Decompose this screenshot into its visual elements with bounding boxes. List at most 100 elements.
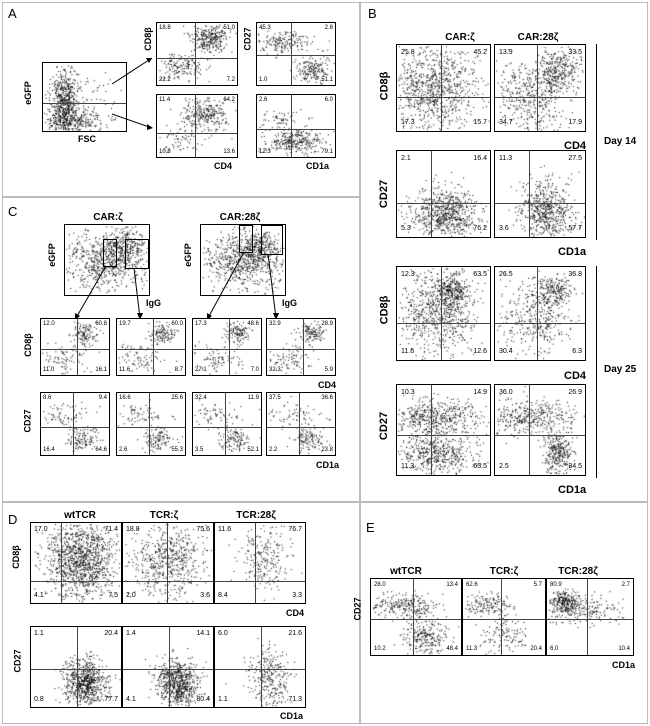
- quadrant-value: 8.7: [174, 367, 183, 373]
- day-14-bracket: [596, 44, 597, 240]
- quadrant-value: 12.3: [259, 149, 271, 155]
- panel-c-row-xlabel: CD4: [318, 380, 337, 390]
- panel-d-plot: 11.6 76.7 8.4 3.3: [214, 522, 306, 604]
- panel-d-col-title: TCR:28ζ: [236, 510, 276, 521]
- panel-d-plot: 18.8 75.6 2.0 3.6: [122, 522, 214, 604]
- scatter-texture: [495, 267, 585, 360]
- panel-c-plot: 32.4 11.9 3.5 52.1: [192, 392, 262, 456]
- panel-b-ylabel: CD8β: [378, 71, 391, 101]
- quadrant-value: 7.2: [226, 77, 235, 83]
- quadrant-value: 14.9: [473, 389, 487, 396]
- panel-a-source-xlabel: FSC: [78, 134, 96, 144]
- scatter-texture: [193, 393, 261, 455]
- scatter-texture: [123, 627, 213, 707]
- quadrant-value: 1.0: [259, 77, 268, 83]
- quadrant-value: 19.7: [119, 321, 131, 327]
- quadrant-value: 17.9: [568, 119, 582, 126]
- quadrant-value: 3.3: [292, 592, 302, 599]
- quadrant-value: 77.7: [104, 696, 118, 703]
- quadrant-value: 76.2: [473, 225, 487, 232]
- panel-a-ylabel-cd8: CD8β: [142, 27, 153, 51]
- quadrant-value: 20.4: [530, 646, 542, 652]
- panel-b-plot: 26.5 36.8 30.4 6.3: [494, 266, 586, 361]
- panel-d-ylabel: CD27: [12, 649, 23, 673]
- panel-c-col-title: CAR:ζ: [93, 212, 123, 223]
- quadrant-value: 71.3: [288, 696, 302, 703]
- quadrant-value: 45.2: [473, 49, 487, 56]
- panel-c-plot: 37.5 36.6 2.2 23.8: [266, 392, 336, 456]
- quadrant-value: 32.3: [269, 367, 281, 373]
- panel-d-plot: 6.0 21.6 1.1 71.3: [214, 626, 306, 708]
- panel-a-source-ylabel: eGFP: [22, 81, 33, 105]
- scatter-texture: [215, 627, 305, 707]
- scatter-texture: [157, 23, 237, 85]
- quadrant-value: 28.9: [321, 321, 333, 327]
- scatter-texture: [123, 523, 213, 603]
- scatter-texture: [43, 63, 126, 131]
- quadrant-value: 17.3: [401, 119, 415, 126]
- quadrant-value: 63.5: [473, 271, 487, 278]
- quadrant-value: 9.4: [98, 395, 107, 401]
- quadrant-value: 13.9: [499, 49, 513, 56]
- quadrant-value: 71.4: [104, 526, 118, 533]
- quadrant-value: 55.3: [171, 447, 183, 453]
- quadrant-value: 75.6: [196, 526, 210, 533]
- panel-a-plot-cd27-cd1a: 45.3 2.6 1.0 51.1: [256, 22, 336, 86]
- gate-box: [261, 225, 283, 255]
- panel-a-source-plot: [42, 62, 127, 132]
- gate-box: [239, 225, 253, 253]
- quadrant-value: 26.9: [568, 389, 582, 396]
- quadrant-value: 15.7: [473, 119, 487, 126]
- quadrant-value: 1.1: [218, 696, 228, 703]
- quadrant-value: 1.4: [126, 630, 136, 637]
- scatter-texture: [397, 151, 490, 237]
- panel-c-frame: [2, 197, 360, 502]
- quadrant-value: 27.1: [195, 367, 207, 373]
- quadrant-value: 12.6: [473, 348, 487, 355]
- quadrant-value: 30.4: [499, 348, 513, 355]
- quadrant-value: 5.3: [401, 225, 411, 232]
- quadrant-value: 20.4: [104, 630, 118, 637]
- quadrant-value: 0.8: [34, 696, 44, 703]
- panel-c-source-plot: [64, 224, 150, 296]
- quadrant-value: 32.4: [195, 395, 207, 401]
- scatter-texture: [495, 385, 585, 475]
- quadrant-value: 36.8: [568, 271, 582, 278]
- quadrant-value: 60.8: [95, 321, 107, 327]
- quadrant-value: 36.6: [321, 395, 333, 401]
- panel-b-plot: 11.3 27.5 3.6 57.7: [494, 150, 586, 238]
- panel-e-letter: E: [366, 520, 375, 535]
- quadrant-value: 80.4: [196, 696, 210, 703]
- panel-d-frame: [2, 502, 360, 724]
- quadrant-value: 2.6: [119, 447, 128, 453]
- quadrant-value: 7.0: [250, 367, 259, 373]
- quadrant-value: 12.0: [43, 321, 55, 327]
- quadrant-value: 62.6: [466, 582, 478, 588]
- quadrant-value: 10.2: [374, 646, 386, 652]
- panel-c-plot: 8.6 9.4 16.4 64.6: [40, 392, 110, 456]
- quadrant-value: 6.0: [324, 97, 333, 103]
- panel-c-ylabel: eGFP: [182, 243, 193, 267]
- panel-b-plot: 21.8 45.2 17.3 15.7: [396, 44, 491, 132]
- quadrant-value: 8.6: [43, 395, 52, 401]
- gate-box: [103, 239, 117, 267]
- panel-a-plot-cd8-cd4: 18.8 51.0 22.2 7.2: [156, 22, 238, 86]
- panel-d-ylabel: CD8β: [10, 545, 21, 569]
- panel-b-ylabel: CD8β: [378, 295, 391, 325]
- panel-b-xlabel: CD1a: [558, 484, 587, 496]
- panel-e-col-title: TCR:28ζ: [558, 566, 598, 577]
- quadrant-value: 12.3: [401, 271, 415, 278]
- quadrant-value: 48.6: [247, 321, 259, 327]
- quadrant-value: 10.4: [618, 646, 630, 652]
- panel-b-plot: 2.1 16.4 5.3 76.2: [396, 150, 491, 238]
- quadrant-value: 2.2: [269, 447, 278, 453]
- panel-d-col-title: wtTCR: [64, 510, 96, 521]
- panel-d-letter: D: [8, 512, 18, 527]
- panel-e-ylabel: CD27: [352, 597, 363, 621]
- quadrant-value: 21.6: [288, 630, 302, 637]
- scatter-texture: [257, 23, 335, 85]
- quadrant-value: 34.7: [499, 119, 513, 126]
- panel-a-xlabel-cd4: CD4: [214, 161, 233, 171]
- panel-c-plot: 32.9 28.9 32.3 5.9: [266, 318, 336, 376]
- panel-b-ylabel: CD27: [378, 179, 391, 209]
